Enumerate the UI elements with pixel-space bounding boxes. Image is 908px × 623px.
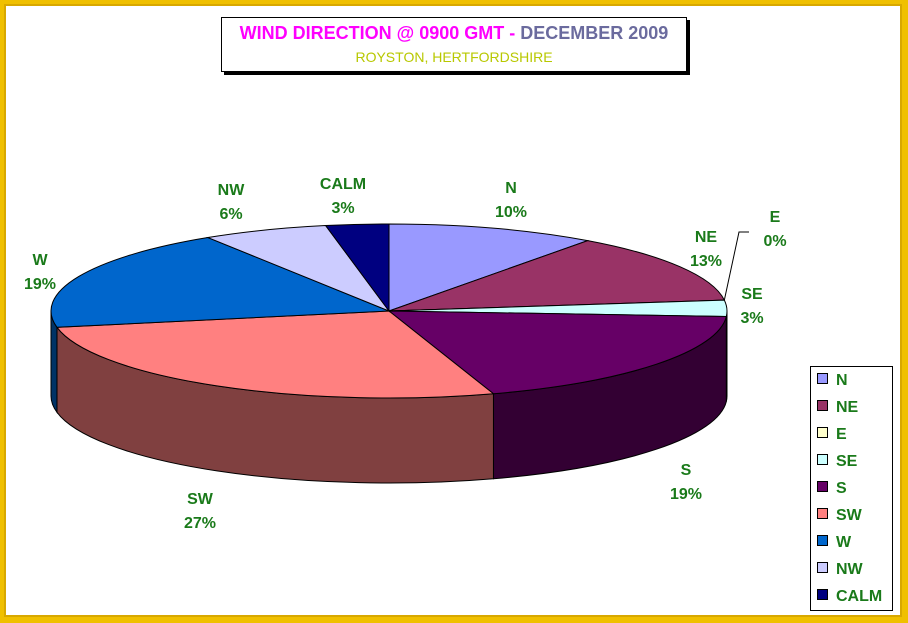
slice-value-n: 10% <box>495 204 527 221</box>
legend-item-se: SE <box>817 452 857 472</box>
legend-swatch <box>817 454 828 466</box>
slice-value-sw: 27% <box>184 515 216 532</box>
legend-label: N <box>836 372 848 389</box>
title-part-date: DECEMBER 2009 <box>520 23 669 43</box>
pie-tops <box>50 223 728 399</box>
slice-value-w: 19% <box>24 276 56 293</box>
legend-swatch <box>817 400 828 412</box>
slice-label-s: S <box>681 462 692 479</box>
legend-swatch <box>817 562 828 574</box>
chart-title: WIND DIRECTION @ 0900 GMT - DECEMBER 200… <box>222 23 686 44</box>
pie-leader-lines <box>723 231 749 301</box>
legend-label: NW <box>836 561 863 578</box>
legend-swatch <box>817 589 828 601</box>
slice-value-s: 19% <box>670 486 702 503</box>
legend-label: SE <box>836 453 858 470</box>
legend-item-e: E <box>817 425 847 445</box>
legend-swatch <box>817 508 828 520</box>
slice-label-sw: SW <box>187 491 214 508</box>
legend-label: E <box>836 426 847 443</box>
slice-label-ne: NE <box>695 229 718 246</box>
pie-slice-sw <box>56 310 495 399</box>
legend-swatch <box>817 535 828 547</box>
legend-swatch <box>817 373 828 385</box>
legend-label: CALM <box>836 588 883 605</box>
pie-slice-w <box>50 237 390 328</box>
legend-swatch <box>817 481 828 493</box>
chart-subtitle: ROYSTON, HERTFORDSHIRE <box>355 49 553 65</box>
pie-slice-nw <box>206 225 391 313</box>
chart-legend: N NE E SE S SW W NW CALM <box>810 366 893 611</box>
legend-item-w: W <box>817 533 851 553</box>
legend-item-n: N <box>817 371 848 391</box>
slice-value-nw: 6% <box>219 206 242 223</box>
slice-label-nw: NW <box>218 182 246 199</box>
slice-label-w: W <box>32 252 48 269</box>
legend-item-ne: NE <box>817 398 858 418</box>
slice-label-se: SE <box>741 286 763 303</box>
pie-slice-n <box>388 223 590 312</box>
slice-value-calm: 3% <box>331 200 354 217</box>
legend-label: SW <box>836 507 862 524</box>
slice-label-e: E <box>770 209 781 226</box>
title-part-main: WIND DIRECTION @ 0900 GMT - <box>239 23 521 43</box>
slice-value-ne: 13% <box>690 253 722 270</box>
slice-value-e: 0% <box>763 233 786 250</box>
pie-labels: N 10% NE 13% E 0% SE 3% S 19% SW 27% W 19% NW 6% CALM 3% <box>24 176 787 532</box>
legend-label: NE <box>836 399 859 416</box>
legend-label: W <box>836 534 852 551</box>
leader-line-e <box>723 231 749 301</box>
legend-label: S <box>836 480 847 497</box>
pie-slice-calm <box>324 223 390 313</box>
slice-value-se: 3% <box>740 310 763 327</box>
legend-swatch <box>817 427 828 439</box>
slice-label-calm: CALM <box>320 176 366 193</box>
legend-item-s: S <box>817 479 847 499</box>
pie-slice-s <box>387 310 727 395</box>
slice-label-n: N <box>505 180 517 197</box>
pie-slice-ne <box>388 240 726 312</box>
legend-item-calm: CALM <box>817 587 882 607</box>
legend-item-sw: SW <box>817 506 862 526</box>
chart-title-box: WIND DIRECTION @ 0900 GMT - DECEMBER 200… <box>221 17 687 72</box>
legend-item-nw: NW <box>817 560 863 580</box>
